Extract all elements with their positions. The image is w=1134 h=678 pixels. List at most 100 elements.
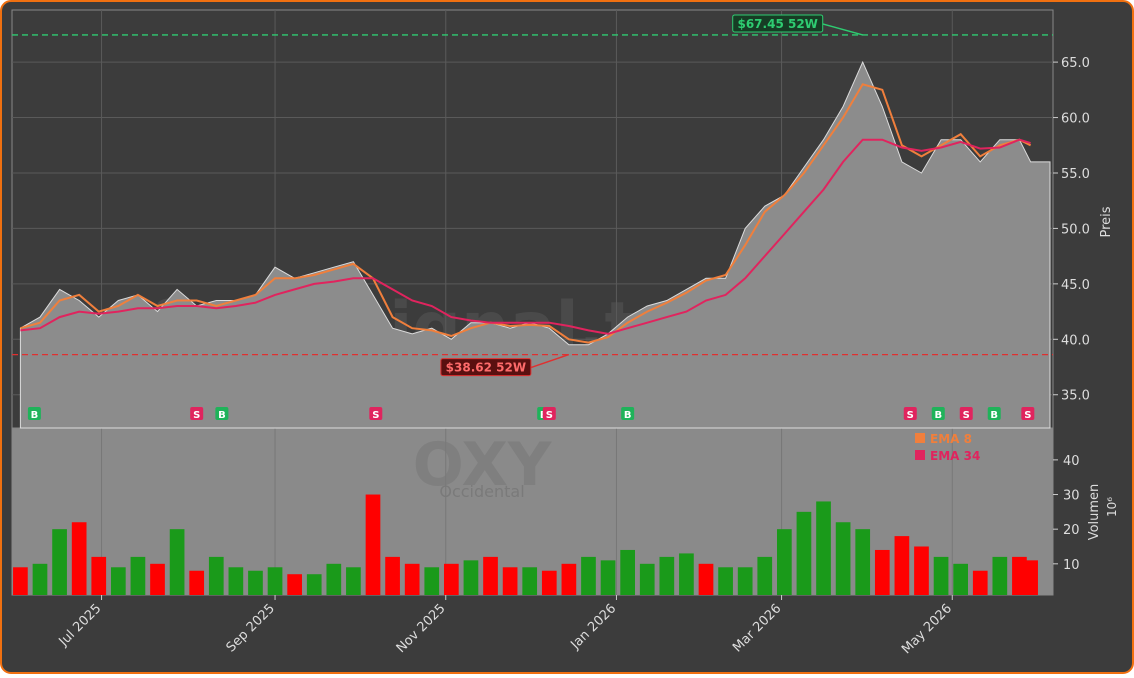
y-tick-label: 60.0 — [1061, 112, 1090, 127]
legend-swatch — [915, 433, 925, 443]
volume-bar — [32, 563, 48, 595]
signal-marker — [931, 407, 945, 420]
legend-swatch — [915, 450, 925, 460]
volume-bar — [483, 556, 498, 595]
volume-bar — [208, 556, 224, 595]
volume-bar — [620, 549, 635, 595]
signal-marker — [903, 407, 917, 420]
y-tick-label: 10 — [1063, 558, 1080, 573]
annotation-arrow — [530, 353, 570, 369]
company: Occidental — [439, 482, 524, 501]
signal-marker — [190, 407, 204, 420]
annotation-arrow — [822, 23, 863, 36]
volume-bar — [679, 553, 694, 595]
volume-bar — [444, 563, 459, 595]
volume-bar — [953, 563, 968, 595]
y-tick-label: 30 — [1063, 489, 1080, 504]
volume-bar — [228, 567, 244, 595]
volume-bar — [933, 556, 949, 595]
y-axis-unit: 10⁶ — [1105, 497, 1119, 517]
volume-bar — [248, 570, 263, 595]
volume-bar — [874, 549, 890, 595]
volume-bar — [346, 567, 361, 595]
legend-label: EMA 34 — [930, 449, 980, 463]
volume-bar — [463, 560, 479, 595]
y-tick-label: 20 — [1063, 523, 1080, 538]
ema-line — [20, 138, 1031, 335]
volume-bar — [992, 556, 1008, 595]
signal-label: B — [218, 410, 226, 421]
legend-label: EMA 8 — [930, 432, 972, 446]
y-tick-label: 50.0 — [1061, 222, 1090, 237]
volume-bar — [287, 574, 302, 595]
volume-bar — [326, 563, 342, 595]
volume-bar — [561, 563, 577, 595]
volume-bar — [1023, 560, 1038, 595]
volume-bar — [835, 522, 851, 595]
volume-bar — [150, 563, 165, 595]
signal-label: S — [1024, 410, 1031, 421]
volume-bar — [972, 570, 988, 595]
y-tick-label: 40.0 — [1061, 333, 1090, 348]
volume-bar — [777, 529, 792, 595]
volume-bar — [1012, 556, 1027, 595]
volume-bar — [365, 494, 381, 595]
volume-bar — [894, 536, 910, 595]
volume-bar — [737, 567, 753, 595]
signal-marker — [27, 407, 41, 420]
signal-marker — [621, 407, 635, 420]
volume-bar — [404, 563, 420, 595]
volume-bar — [581, 556, 596, 595]
volume-bar — [13, 567, 28, 595]
signal-marker — [215, 407, 229, 420]
annotation-box — [732, 14, 824, 33]
volume-bar — [600, 560, 616, 595]
signal-label: B — [624, 410, 632, 421]
ema-line — [20, 83, 1032, 344]
signal-marker — [542, 407, 556, 420]
volume-bar — [424, 567, 440, 595]
annotation-label: $38.62 52W — [446, 361, 526, 375]
y-tick-label: 65.0 — [1061, 56, 1090, 71]
ticker: OXY — [413, 430, 553, 500]
signal-label: S — [372, 410, 379, 421]
annotation-label: $67.45 52W — [737, 17, 817, 31]
volume-bar — [91, 556, 107, 595]
signal-label: S — [546, 410, 553, 421]
volume-bar — [757, 556, 773, 595]
y-tick-label: 40 — [1063, 454, 1080, 469]
signal-marker — [1021, 407, 1035, 420]
y-axis-label: Volumen — [1087, 484, 1102, 541]
volume-bar — [110, 567, 126, 595]
volume-bar — [796, 511, 812, 595]
price-area — [19, 60, 1051, 429]
signal-label: B — [31, 410, 39, 421]
signal-label: S — [193, 410, 200, 421]
layer: forexsignal.trade35.040.045.050.055.060.… — [12, 10, 1119, 657]
volume-bar — [639, 563, 655, 595]
volume-bar — [698, 563, 714, 595]
signal-marker — [959, 407, 973, 420]
volume-bar — [267, 567, 283, 595]
volume-bar — [130, 556, 146, 595]
volume-bar — [816, 501, 831, 595]
signal-marker — [987, 407, 1001, 420]
volume-bar — [855, 529, 871, 595]
volume-bar — [385, 556, 400, 595]
signal-label: S — [963, 410, 970, 421]
signal-marker — [369, 407, 383, 420]
volume-bar — [189, 570, 205, 595]
volume-bar — [502, 567, 518, 595]
volume-bar — [541, 570, 557, 595]
y-tick-label: 45.0 — [1061, 278, 1090, 293]
volume-bar — [52, 529, 67, 595]
y-tick-label: 35.0 — [1061, 389, 1090, 404]
volume-bar — [914, 546, 929, 595]
signal-label: B — [990, 410, 998, 421]
y-tick-label: 55.0 — [1061, 167, 1090, 182]
annotation-box — [440, 358, 532, 377]
signal-label: B — [934, 410, 942, 421]
signal-label: S — [907, 410, 914, 421]
volume-bar — [659, 556, 675, 595]
